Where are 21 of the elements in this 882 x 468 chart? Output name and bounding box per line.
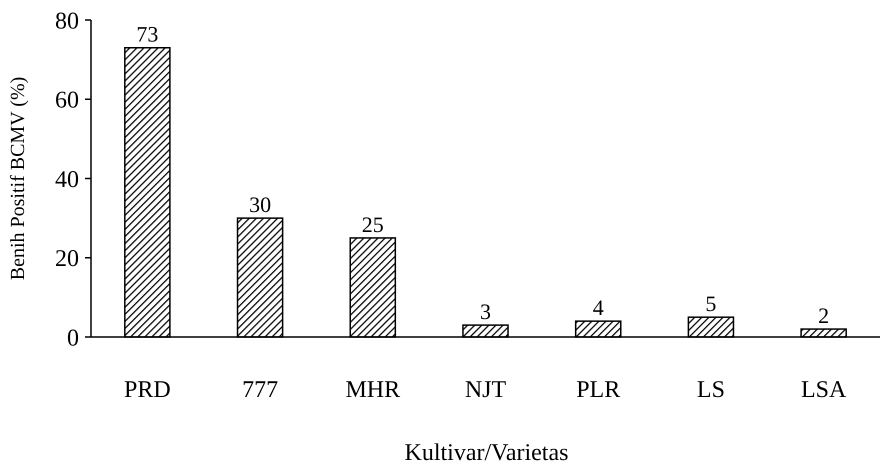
data-label: 73 — [136, 22, 158, 47]
y-tick-label: 0 — [67, 325, 79, 352]
y-tick-label: 40 — [55, 166, 79, 193]
data-label: 5 — [705, 291, 716, 316]
x-tick-label: LS — [696, 377, 725, 403]
data-label: 2 — [818, 303, 830, 328]
x-axis-title: Kultivar/Varietas — [404, 440, 568, 466]
x-tick-label: PRD — [124, 377, 171, 403]
data-label: 3 — [480, 299, 491, 324]
data-label: 25 — [362, 212, 384, 237]
data-label: 4 — [592, 295, 604, 320]
x-tick-label: LSA — [800, 377, 847, 403]
x-tick-label: NJT — [464, 377, 506, 403]
x-tick-label: MHR — [345, 377, 400, 403]
y-tick-label: 20 — [55, 246, 79, 272]
y-axis-title: Benih Positif BCMV (%) — [7, 76, 29, 280]
y-tick-label: 80 — [55, 8, 79, 34]
x-tick-label: 777 — [242, 377, 278, 403]
y-tick-label: 60 — [55, 88, 79, 114]
data-label: 30 — [249, 192, 272, 218]
x-tick-label: PLR — [576, 377, 620, 403]
